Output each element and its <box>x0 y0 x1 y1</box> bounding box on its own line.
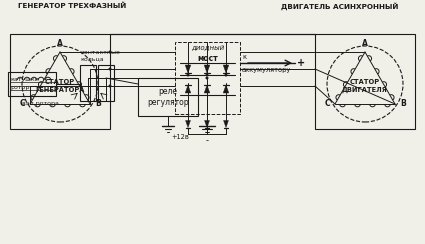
Bar <box>98 65 114 101</box>
Text: вал ротора: вал ротора <box>22 101 58 106</box>
Text: A: A <box>362 39 368 48</box>
Bar <box>80 65 96 101</box>
Text: мост: мост <box>197 54 218 63</box>
Polygon shape <box>204 65 210 73</box>
Text: ГЕНЕРАТОР ТРЕХФАЗНЫЙ: ГЕНЕРАТОР ТРЕХФАЗНЫЙ <box>18 2 126 9</box>
Polygon shape <box>185 85 191 93</box>
Circle shape <box>187 73 190 77</box>
Text: C: C <box>324 100 330 109</box>
Polygon shape <box>185 65 191 73</box>
Bar <box>175 42 240 114</box>
Text: ДВИГАТЕЛЬ АСИНХРОННЫЙ: ДВИГАТЕЛЬ АСИНХРОННЫЙ <box>281 2 399 10</box>
Text: ротор: ротор <box>10 85 29 91</box>
Polygon shape <box>204 85 210 93</box>
Bar <box>10 34 110 129</box>
Text: +: + <box>297 58 305 68</box>
Text: катушки: катушки <box>10 77 39 81</box>
Bar <box>8 72 56 96</box>
Text: C: C <box>20 100 25 109</box>
Polygon shape <box>223 65 229 73</box>
Text: СТАТОР
ГЕНЕРАТОРА: СТАТОР ГЕНЕРАТОРА <box>35 79 85 93</box>
Text: +12в: +12в <box>171 134 189 140</box>
Polygon shape <box>204 121 210 128</box>
Circle shape <box>224 73 227 77</box>
Text: -: - <box>206 136 209 145</box>
Circle shape <box>108 84 111 88</box>
Text: СТАТОР
ДВИГАТЕЛЯ: СТАТОР ДВИГАТЕЛЯ <box>342 79 388 93</box>
Bar <box>138 78 198 116</box>
Text: A: A <box>57 39 63 48</box>
Polygon shape <box>186 121 190 128</box>
Circle shape <box>206 77 209 80</box>
Polygon shape <box>223 85 229 93</box>
Circle shape <box>108 68 111 71</box>
Text: контактные
кольца: контактные кольца <box>80 50 120 61</box>
Polygon shape <box>224 121 229 128</box>
Text: аккумулятору: аккумулятору <box>242 67 291 73</box>
Text: B: B <box>400 100 406 109</box>
Circle shape <box>206 73 209 77</box>
Text: B: B <box>95 100 101 109</box>
Text: диодный: диодный <box>191 44 224 50</box>
Bar <box>315 34 415 129</box>
Text: к: к <box>242 54 246 60</box>
Circle shape <box>108 51 111 53</box>
Text: реле
регулятор: реле регулятор <box>147 87 189 107</box>
